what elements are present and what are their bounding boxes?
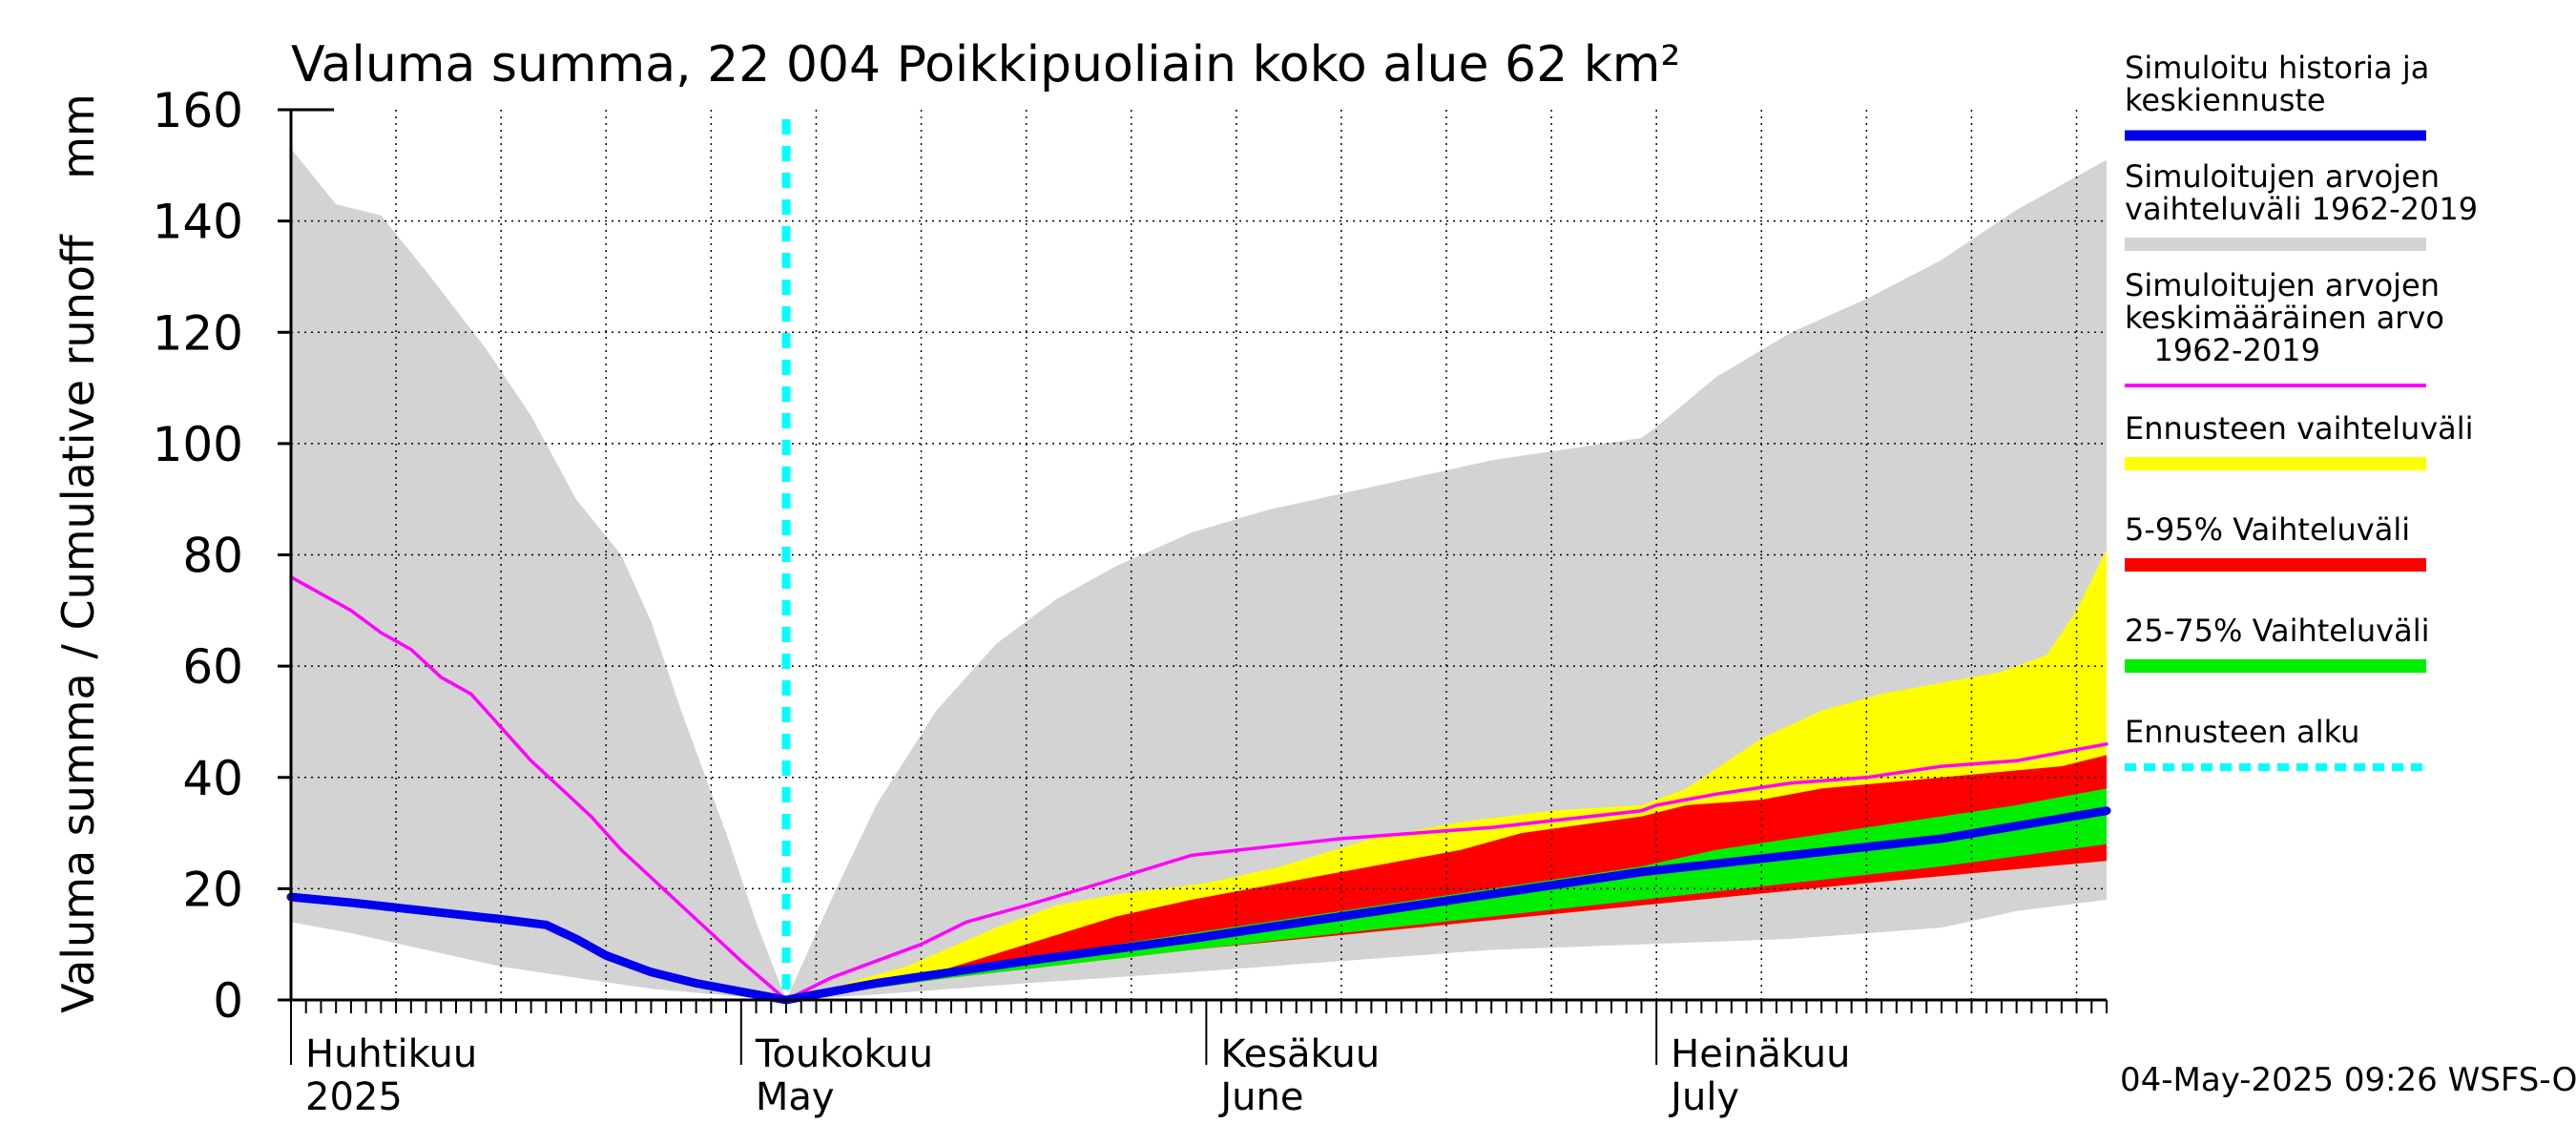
legend-label-mean: 1962-2019 — [2125, 332, 2320, 368]
month-label: Kesäkuu — [1220, 1032, 1380, 1076]
y-tick-label: 120 — [153, 305, 243, 361]
legend-label-fc_range: Ennusteen vaihteluväli — [2125, 410, 2474, 447]
legend-label-range: vaihteluväli 1962-2019 — [2125, 191, 2478, 227]
historical-range-band — [291, 148, 2107, 1001]
legend-label-mean: Simuloitujen arvojen — [2125, 267, 2440, 303]
y-axis-label: Valuma summa / Cumulative runoff mm — [52, 94, 104, 1013]
month-label: Toukokuu — [755, 1032, 933, 1076]
legend-label-mean: keskimääräinen arvo — [2125, 300, 2444, 336]
y-axis-ticks: 0 20 40 60 80 100 120 140 160 — [153, 83, 291, 1029]
legend-label-sim: keskiennuste — [2125, 82, 2326, 118]
y-tick-label: 80 — [182, 529, 243, 584]
series-line-sim — [286, 806, 2111, 1005]
bands — [291, 148, 2107, 1001]
y-tick-label: 160 — [153, 83, 243, 138]
legend-label-p5_95: 5-95% Vaihteluväli — [2125, 511, 2410, 548]
series-lines — [286, 119, 2111, 1005]
y-tick-label: 40 — [182, 751, 243, 806]
grid — [291, 110, 2107, 1000]
legend-label-fc_start: Ennusteen alku — [2125, 714, 2359, 750]
month-sublabel: May — [756, 1075, 835, 1119]
chart-title: Valuma summa, 22 004 Poikkipuoliain koko… — [291, 36, 1680, 94]
legend-label-p25_75: 25-75% Vaihteluväli — [2125, 613, 2429, 649]
month-sublabel: 2025 — [305, 1075, 403, 1119]
series-line-mean — [289, 575, 2109, 1002]
month-sublabel: July — [1668, 1075, 1739, 1119]
y-tick-label: 20 — [182, 862, 243, 917]
month-sublabel: June — [1217, 1075, 1303, 1119]
legend-label-sim: Simuloitu historia ja — [2125, 50, 2429, 86]
y-tick-label: 140 — [153, 195, 243, 250]
legend-label-range: Simuloitujen arvojen — [2125, 158, 2440, 195]
month-label: Huhtikuu — [305, 1032, 477, 1076]
timestamp: 04-May-2025 09:26 WSFS-O — [2120, 1061, 2576, 1099]
y-tick-label: 100 — [153, 417, 243, 472]
p5-95-band — [786, 755, 2107, 1000]
y-tick-label: 60 — [182, 639, 243, 695]
month-label: Heinäkuu — [1671, 1032, 1850, 1076]
plot-area — [286, 108, 2111, 1065]
y-tick-label: 0 — [213, 973, 243, 1029]
